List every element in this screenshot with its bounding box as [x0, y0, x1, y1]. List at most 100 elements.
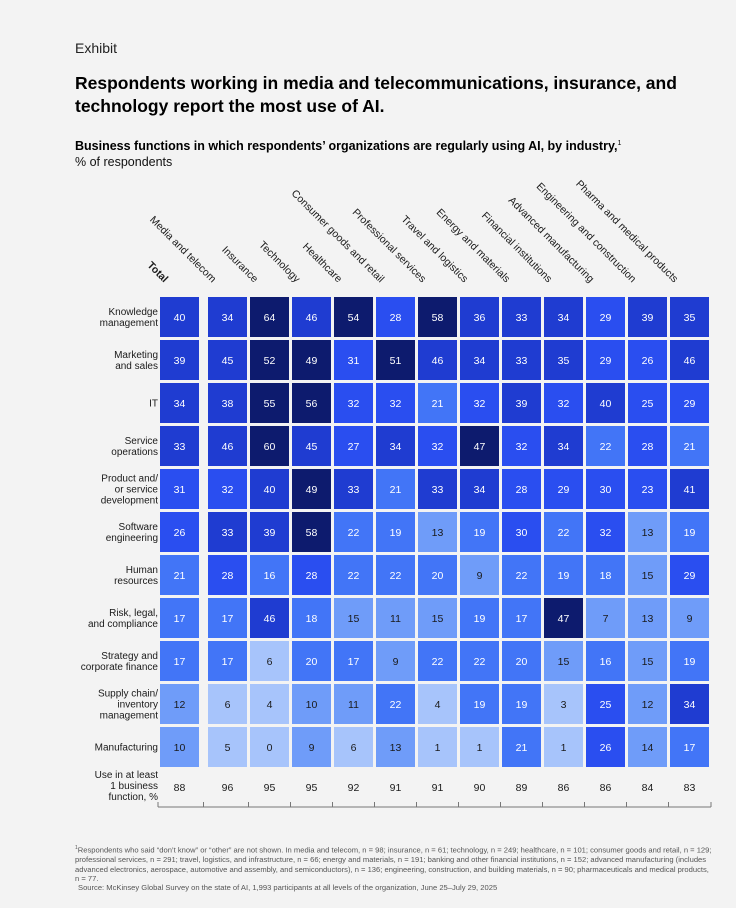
- heatmap-cell: [160, 727, 199, 767]
- heatmap-cell: [670, 426, 709, 466]
- row-label: Software engineering: [106, 522, 159, 544]
- row-label-line: resources: [114, 576, 158, 587]
- heatmap-cell: [208, 512, 247, 552]
- heatmap-cell: [670, 340, 709, 380]
- heatmap-cell: [292, 598, 331, 638]
- cell-value: 35: [684, 312, 696, 324]
- heatmap-cell: [586, 426, 625, 466]
- cell-value: 46: [432, 355, 444, 367]
- cell-value: 45: [306, 441, 318, 453]
- heatmap-cell: [418, 469, 457, 509]
- row-label: Strategy and corporate finance: [81, 651, 159, 673]
- row-label-line: Strategy and: [101, 651, 158, 662]
- row-label: Risk, legal, and compliance: [88, 608, 158, 630]
- heatmap-cell: [502, 426, 541, 466]
- heatmap-cell: [586, 641, 625, 681]
- row-label-line: Human: [126, 565, 158, 576]
- cell-value: 16: [264, 570, 276, 582]
- heatmap-cell: [292, 641, 331, 681]
- heatmap-cell: [292, 512, 331, 552]
- cell-value: 3: [561, 699, 567, 711]
- totals-value: 88: [174, 782, 186, 794]
- subtitle-footnote-mark: 1: [617, 139, 622, 147]
- heatmap-cell: [670, 297, 709, 337]
- heatmap-cell: [334, 340, 373, 380]
- heatmap-cell: [670, 684, 709, 724]
- cell-value: 32: [600, 527, 612, 539]
- heatmap-cell: [460, 469, 499, 509]
- cell-value: 16: [600, 656, 612, 668]
- cell-value: 55: [264, 398, 276, 410]
- heatmap-cell: [586, 297, 625, 337]
- cell-value: 22: [558, 527, 570, 539]
- heatmap-cell: [208, 340, 247, 380]
- cell-value: 54: [348, 312, 360, 324]
- heatmap-cell: [544, 512, 583, 552]
- heatmap-cell: [544, 340, 583, 380]
- heatmap-cell: [586, 512, 625, 552]
- cell-value: 20: [432, 570, 444, 582]
- heatmap-cell: [460, 426, 499, 466]
- cell-value: 46: [222, 441, 234, 453]
- cell-value: 5: [225, 742, 231, 754]
- cell-value: 22: [600, 441, 612, 453]
- heatmap-cell: [628, 340, 667, 380]
- heatmap-cell: [586, 383, 625, 423]
- cell-value: 1: [477, 742, 483, 754]
- heatmap-cell: [460, 297, 499, 337]
- heatmap-cell: [544, 641, 583, 681]
- row-label-line: and sales: [115, 361, 158, 372]
- heatmap-cell: [628, 297, 667, 337]
- cell-value: 34: [222, 312, 234, 324]
- heatmap-cell: [250, 469, 289, 509]
- row-label-line: management: [100, 711, 159, 722]
- cell-value: 13: [432, 527, 444, 539]
- cell-value: 10: [306, 699, 318, 711]
- heatmap-cell: [586, 727, 625, 767]
- heatmap-cell: [160, 684, 199, 724]
- cell-value: 10: [174, 742, 186, 754]
- heatmap-cell: [544, 598, 583, 638]
- row-label-line: development: [101, 496, 158, 507]
- totals-value: 84: [642, 782, 654, 794]
- heatmap-cell: [544, 555, 583, 595]
- heatmap-cell: [502, 383, 541, 423]
- heatmap-cell: [586, 469, 625, 509]
- footnote: 1Respondents who said “don’t know” or “o…: [75, 844, 715, 884]
- heatmap-cell: [250, 512, 289, 552]
- cell-value: 14: [642, 742, 654, 754]
- cell-value: 58: [432, 312, 444, 324]
- heatmap-cell: [334, 383, 373, 423]
- cell-value: 19: [684, 527, 696, 539]
- heatmap-cell: [418, 297, 457, 337]
- totals-value: 91: [390, 782, 402, 794]
- cell-value: 28: [516, 484, 528, 496]
- cell-value: 27: [348, 441, 360, 453]
- cell-value: 19: [684, 656, 696, 668]
- heatmap-cell: [502, 727, 541, 767]
- cell-value: 11: [348, 699, 359, 711]
- cell-value: 25: [642, 398, 654, 410]
- totals-label: Use in at least 1 business function, %: [95, 770, 159, 803]
- heatmap-cell: [250, 426, 289, 466]
- row-label-line: operations: [111, 447, 158, 458]
- heatmap-cell: [376, 383, 415, 423]
- heatmap-cell: [502, 555, 541, 595]
- cell-value: 49: [306, 484, 318, 496]
- heatmap-cell: [544, 684, 583, 724]
- cell-value: 32: [516, 441, 528, 453]
- heatmap-cell: [376, 512, 415, 552]
- cell-value: 21: [516, 742, 528, 754]
- heatmap-cell: [670, 383, 709, 423]
- heatmap-cell: [628, 383, 667, 423]
- heatmap-cell: [160, 340, 199, 380]
- row-label-line: Service: [125, 436, 159, 447]
- heatmap-cell: [460, 383, 499, 423]
- totals-label-line: function, %: [109, 792, 159, 803]
- cell-value: 15: [642, 656, 654, 668]
- heatmap-cell: [334, 512, 373, 552]
- cell-value: 20: [516, 656, 528, 668]
- row-label: Manufacturing: [95, 743, 158, 754]
- totals-value: 90: [474, 782, 486, 794]
- row-label: Supply chain/inventory management: [98, 689, 158, 722]
